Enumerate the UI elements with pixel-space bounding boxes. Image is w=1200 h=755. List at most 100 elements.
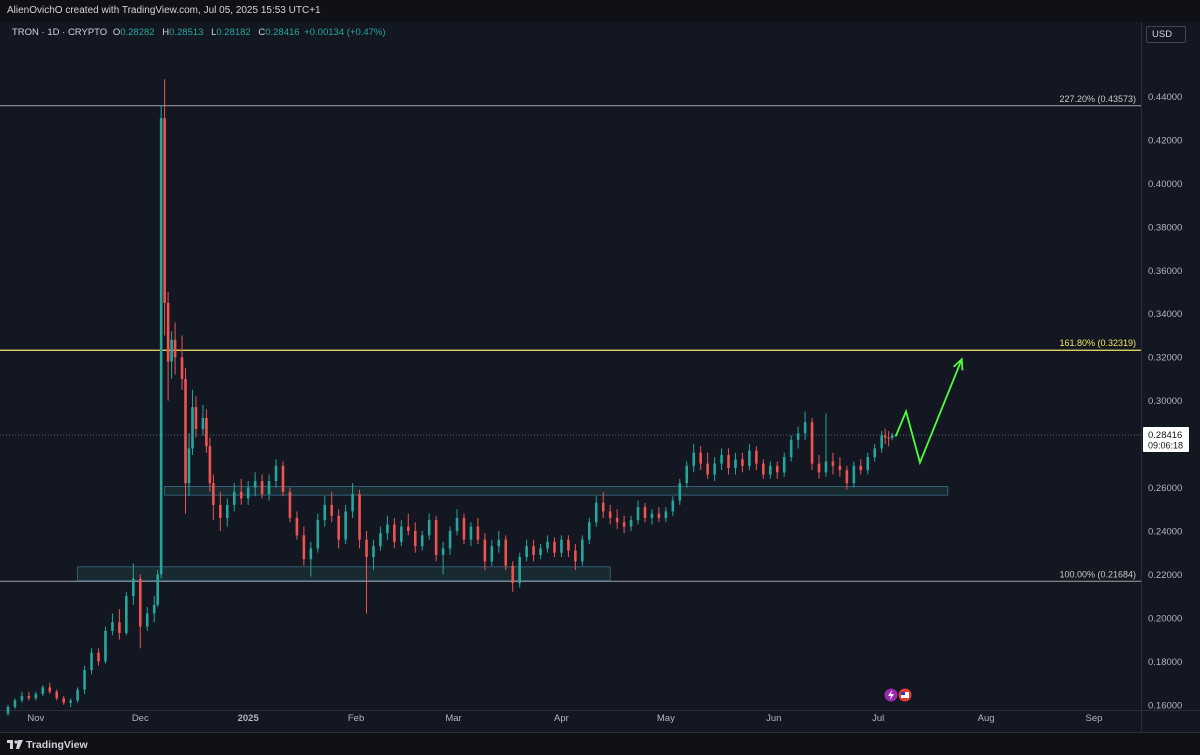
tradingview-logo-icon [7,740,23,749]
candle-body [803,422,807,434]
candle-body [48,687,52,692]
high-value: 0.28513 [169,27,204,38]
x-tick-label: Jul [872,713,884,724]
candle-body [504,539,508,566]
open-value: 0.28282 [120,27,155,38]
candle-body [852,465,856,484]
y-tick-label: 0.36000 [1148,266,1182,277]
last-price-value: 0.28416 [1148,430,1182,441]
candle-body [699,452,702,464]
x-tick-label: Jun [766,713,781,724]
candle-body [657,513,661,518]
candle-body [406,526,410,531]
support-zone-rect[interactable] [77,566,611,581]
candle-body [20,696,24,701]
symbol-legend[interactable]: TRON · 1D · CRYPTO O0.28282 H0.28513 L0.… [12,27,386,38]
candle-body [518,557,521,584]
candle-body [246,487,250,499]
y-tick-label: 0.26000 [1148,483,1182,494]
candle-body [706,463,709,475]
candle-body [13,700,17,707]
candle-body [469,526,473,540]
last-price-countdown: 09:06:18 [1148,441,1183,451]
chart-credit: AlienOvichO created with TradingView.com… [7,5,321,16]
candle-body [125,596,128,634]
candle-body [358,494,361,540]
candle-body [727,454,730,468]
candle-body [678,483,682,501]
open-label: O [112,27,121,38]
candle-body [490,546,494,562]
support-zone-rect[interactable] [164,486,949,496]
candle-body [187,448,191,484]
candle-body [41,687,45,694]
candle-body [441,548,445,555]
candle-body [768,465,772,475]
candle-body [532,546,535,555]
symbol-name[interactable]: TRON · 1D · CRYPTO [12,27,108,38]
x-tick-label: Mar [445,713,461,724]
projection-path[interactable] [894,359,963,466]
candle-body [159,118,163,575]
chart-pane[interactable] [0,22,1200,732]
candle-body [866,457,870,471]
candle-body [574,550,577,562]
candle-body [622,522,626,527]
fib-level-label: 227.20% (0.43573) [1059,94,1136,104]
candle-body [6,706,10,714]
y-tick-label: 0.34000 [1148,309,1182,320]
candle-body [194,407,198,429]
x-tick-label: Feb [348,713,364,724]
candle-body [796,433,800,440]
time-axis[interactable] [0,710,1141,732]
fib-level-label: 161.80% (0.32319) [1059,338,1136,348]
candle-body [546,541,549,549]
candle-body [253,481,257,488]
x-tick-label: Aug [978,713,995,724]
y-tick-label: 0.40000 [1148,179,1182,190]
candle-body [90,652,93,671]
candle-body [831,461,835,466]
y-tick-label: 0.30000 [1148,396,1182,407]
y-tick-label: 0.24000 [1148,526,1182,537]
candle-body [104,630,107,662]
y-tick-label: 0.20000 [1148,613,1182,624]
candle-body [156,574,159,605]
candle-body [260,481,264,495]
candle-body [734,459,737,468]
candle-body [824,461,828,473]
candle-body [208,446,212,484]
candle-body [525,546,528,558]
candle-body [351,494,354,512]
x-tick-label: Apr [554,713,569,724]
candle-body [462,517,466,540]
price-axis[interactable] [1141,22,1200,710]
candle-body [180,357,184,379]
y-tick-label: 0.22000 [1148,570,1182,581]
footer-brand: TradingView [26,739,88,751]
candle-body [152,604,156,614]
candle-body [337,515,340,540]
close-value: 0.28416 [265,27,300,38]
candle-body [497,539,501,547]
candle-body [205,418,208,447]
candle-body [288,491,292,518]
candle-body [344,511,347,540]
high-label: H [162,27,170,38]
candle-body [232,491,236,505]
candle-body [810,422,814,464]
candle-body [713,463,716,475]
currency-button[interactable]: USD [1146,26,1186,43]
candle-body [97,652,100,662]
y-tick-label: 0.18000 [1148,657,1182,668]
candle-body [755,450,758,464]
candle-body [455,517,459,531]
candle-body [434,520,438,555]
candle-body [748,450,751,466]
low-value: 0.28182 [216,27,251,38]
candle-body [789,439,793,458]
candle-body [883,435,887,438]
candle-body [720,454,723,464]
candle-body [239,491,243,499]
